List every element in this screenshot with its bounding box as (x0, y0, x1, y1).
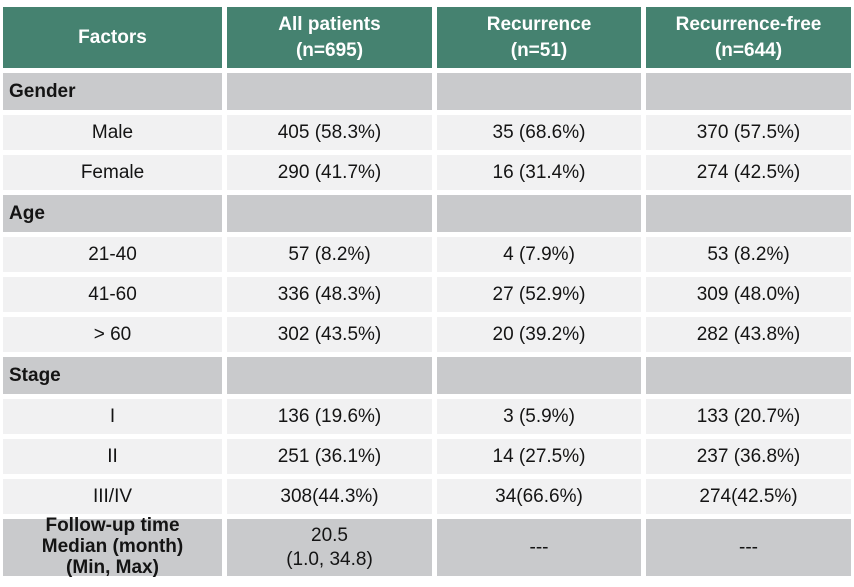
cell-stage-i-all-patients: 136 (19.6%) (227, 399, 432, 434)
section-header-stage: Stage (3, 357, 222, 394)
row-label-stage-iii-iv: III/IV (3, 479, 222, 514)
cell-male-recurrence: 35 (68.6%) (437, 115, 641, 150)
row-label-over-60: > 60 (3, 317, 222, 352)
section-empty-cell (227, 73, 432, 110)
cell-stage-iii-iv-all-patients: 308(44.3%) (227, 479, 432, 514)
cell-male-all-patients: 405 (58.3%) (227, 115, 432, 150)
cell-follow-up-all-patients: 20.5 (1.0, 34.8) (227, 519, 432, 576)
cell-21-40-all-patients: 57 (8.2%) (227, 237, 432, 272)
cell-stage-i-recurrence-free: 133 (20.7%) (646, 399, 851, 434)
cell-41-60-recurrence: 27 (52.9%) (437, 277, 641, 312)
section-empty-cell (646, 73, 851, 110)
row-label-male: Male (3, 115, 222, 150)
header-cell-recurrence: Recurrence (n=51) (437, 7, 641, 68)
cell-stage-iii-iv-recurrence: 34(66.6%) (437, 479, 641, 514)
section-empty-cell (227, 195, 432, 232)
cell-stage-ii-recurrence: 14 (27.5%) (437, 439, 641, 474)
section-empty-cell (646, 357, 851, 394)
row-label-stage-i: I (3, 399, 222, 434)
cell-female-recurrence: 16 (31.4%) (437, 155, 641, 190)
cell-21-40-recurrence: 4 (7.9%) (437, 237, 641, 272)
row-label-female: Female (3, 155, 222, 190)
cell-over-60-recurrence-free: 282 (43.8%) (646, 317, 851, 352)
cell-stage-iii-iv-recurrence-free: 274(42.5%) (646, 479, 851, 514)
row-label-follow-up-time: Follow-up time Median (month) (Min, Max) (3, 515, 222, 578)
cell-female-recurrence-free: 274 (42.5%) (646, 155, 851, 190)
cell-41-60-recurrence-free: 309 (48.0%) (646, 277, 851, 312)
section-empty-cell (437, 195, 641, 232)
row-label-stage-ii: II (3, 439, 222, 474)
header-cell-factors: Factors (3, 7, 222, 68)
cell-over-60-all-patients: 302 (43.5%) (227, 317, 432, 352)
section-header-age: Age (3, 195, 222, 232)
header-cell-all-patients: All patients (n=695) (227, 7, 432, 68)
cell-21-40-recurrence-free: 53 (8.2%) (646, 237, 851, 272)
cell-female-all-patients: 290 (41.7%) (227, 155, 432, 190)
cell-male-recurrence-free: 370 (57.5%) (646, 115, 851, 150)
section-empty-cell (437, 73, 641, 110)
cell-stage-ii-recurrence-free: 237 (36.8%) (646, 439, 851, 474)
cell-follow-up-recurrence: --- (437, 519, 641, 576)
cell-stage-ii-all-patients: 251 (36.1%) (227, 439, 432, 474)
section-empty-cell (227, 357, 432, 394)
cell-41-60-all-patients: 336 (48.3%) (227, 277, 432, 312)
section-empty-cell (437, 357, 641, 394)
section-empty-cell (646, 195, 851, 232)
cell-follow-up-recurrence-free: --- (646, 519, 851, 576)
row-label-41-60: 41-60 (3, 277, 222, 312)
section-header-gender: Gender (3, 73, 222, 110)
cell-stage-i-recurrence: 3 (5.9%) (437, 399, 641, 434)
row-label-21-40: 21-40 (3, 237, 222, 272)
header-cell-recurrence-free: Recurrence-free (n=644) (646, 7, 851, 68)
cell-over-60-recurrence: 20 (39.2%) (437, 317, 641, 352)
